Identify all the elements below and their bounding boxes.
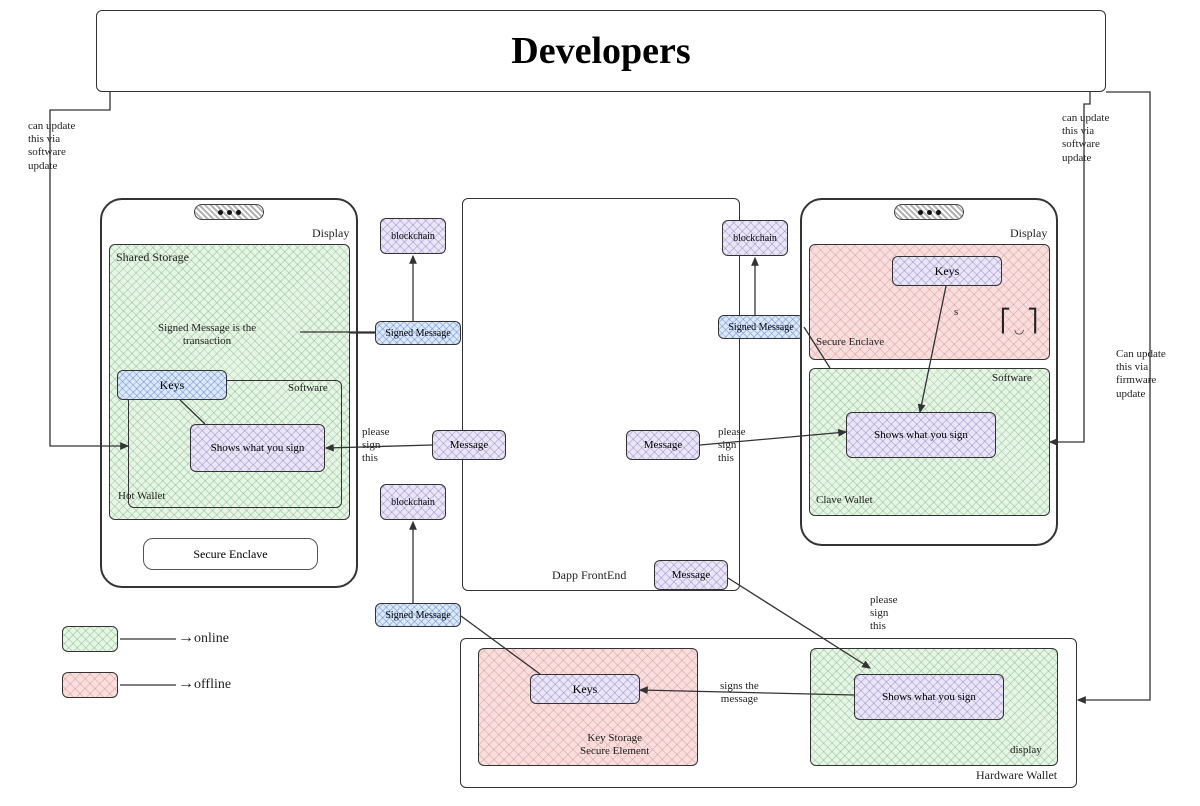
message-mid: Message bbox=[626, 430, 700, 460]
shows-right-label: Shows what you sign bbox=[874, 429, 968, 441]
message-bottom: Message bbox=[654, 560, 728, 590]
shows-hw: Shows what you sign bbox=[854, 674, 1004, 720]
message-left: Message bbox=[432, 430, 506, 460]
keys-left: Keys bbox=[117, 370, 227, 400]
edge-please-sign-hw: please sign this bbox=[870, 594, 897, 634]
edge-can-update-sw-right: can update this via software update bbox=[1062, 112, 1109, 165]
keys-hw-label: Keys bbox=[573, 682, 598, 697]
edge-signs-msg: signs the message bbox=[720, 680, 759, 706]
signed-msg-3: Signed Message bbox=[375, 603, 461, 627]
signed-note: Signed Message is the transaction bbox=[158, 322, 256, 348]
hw-display-label: display bbox=[1010, 744, 1042, 757]
shows-hw-label: Shows what you sign bbox=[882, 691, 976, 703]
signed-msg-1-label: Signed Message bbox=[385, 328, 450, 339]
edge-please-sign-mid: please sign this bbox=[718, 426, 745, 466]
signed-msg-1: Signed Message bbox=[375, 321, 461, 345]
header-box: Developers bbox=[96, 10, 1106, 92]
shared-storage-label: Shared Storage bbox=[116, 250, 189, 264]
software-right-label: Software bbox=[992, 372, 1032, 385]
blockchain-3-label: blockchain bbox=[391, 497, 435, 508]
s-label: s bbox=[954, 306, 958, 319]
keys-left-label: Keys bbox=[160, 378, 185, 393]
signed-msg-3-label: Signed Message bbox=[385, 610, 450, 621]
signed-msg-2: Signed Message bbox=[718, 315, 804, 339]
edge-can-update-fw: Can update this via firmware update bbox=[1116, 348, 1166, 401]
header-title: Developers bbox=[511, 29, 690, 73]
signed-msg-2-label: Signed Message bbox=[728, 322, 793, 333]
edge-please-sign-left: please sign this bbox=[362, 426, 389, 466]
phone-right-speaker bbox=[894, 204, 964, 220]
phone-left-display-label: Display bbox=[312, 226, 349, 240]
key-storage-label: Key Storage Secure Element bbox=[580, 732, 649, 758]
phone-right-display-label: Display bbox=[1010, 226, 1047, 240]
dapp-frontend bbox=[462, 198, 740, 591]
clave-wallet-label: Clave Wallet bbox=[816, 494, 873, 507]
message-bottom-label: Message bbox=[672, 569, 711, 581]
legend-online: →online bbox=[178, 628, 229, 648]
secure-enclave-left: Secure Enclave bbox=[143, 538, 318, 570]
message-mid-label: Message bbox=[644, 439, 683, 451]
blockchain-2: blockchain bbox=[722, 220, 788, 256]
shows-right: Shows what you sign bbox=[846, 412, 996, 458]
dapp-label: Dapp FrontEnd bbox=[552, 568, 626, 582]
legend-offline-swatch bbox=[62, 672, 118, 698]
blockchain-1-label: blockchain bbox=[391, 231, 435, 242]
hot-wallet-label: Hot Wallet bbox=[118, 490, 166, 503]
hardware-wallet-label: Hardware Wallet bbox=[976, 768, 1057, 782]
software-left-label: Software bbox=[288, 382, 328, 395]
secure-enclave-left-label: Secure Enclave bbox=[193, 547, 267, 562]
blockchain-3: blockchain bbox=[380, 484, 446, 520]
legend-offline: →offline bbox=[178, 674, 231, 694]
face-id-icon: ⎡⠀⎤◡ bbox=[1000, 308, 1038, 337]
secure-enclave-right-label: Secure Enclave bbox=[816, 336, 884, 349]
message-left-label: Message bbox=[450, 439, 489, 451]
legend-online-swatch bbox=[62, 626, 118, 652]
blockchain-1: blockchain bbox=[380, 218, 446, 254]
keys-hw: Keys bbox=[530, 674, 640, 704]
edge-can-update-sw-left: can update this via software update bbox=[28, 120, 75, 173]
shows-left-label: Shows what you sign bbox=[211, 442, 305, 454]
phone-left-speaker bbox=[194, 204, 264, 220]
keys-right: Keys bbox=[892, 256, 1002, 286]
blockchain-2-label: blockchain bbox=[733, 233, 777, 244]
shows-left: Shows what you sign bbox=[190, 424, 325, 472]
keys-right-label: Keys bbox=[935, 264, 960, 279]
